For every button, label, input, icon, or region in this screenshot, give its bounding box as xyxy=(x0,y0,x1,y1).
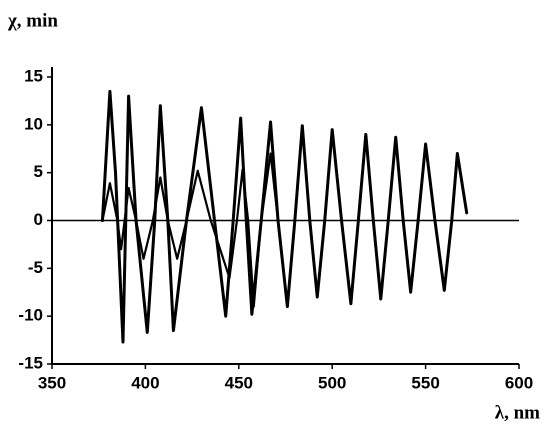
x-tick-label: 400 xyxy=(131,373,159,392)
x-tick-label: 550 xyxy=(411,373,439,392)
x-tick-label: 450 xyxy=(225,373,253,392)
y-tick-label: 5 xyxy=(34,162,43,181)
x-tick-label: 350 xyxy=(38,373,66,392)
data-line xyxy=(100,89,469,344)
x-tick-label: 500 xyxy=(318,373,346,392)
y-axis-label: χ, min xyxy=(7,10,58,31)
y-tick-label: 15 xyxy=(24,66,43,85)
y-tick-label: -5 xyxy=(28,258,43,277)
y-tick-label: -15 xyxy=(18,353,43,372)
y-tick-label: -10 xyxy=(18,306,43,325)
x-tick-label: 600 xyxy=(505,373,533,392)
y-tick-label: 10 xyxy=(24,114,43,133)
data-line xyxy=(101,152,289,308)
x-axis-label: λ, nm xyxy=(495,402,540,423)
y-tick-label: 0 xyxy=(34,210,43,229)
